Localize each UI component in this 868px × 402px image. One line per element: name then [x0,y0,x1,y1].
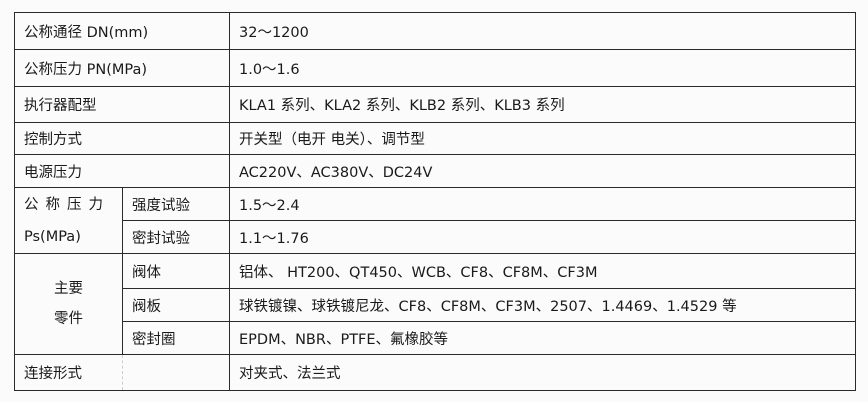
parts-label-line1: 主要 [54,281,83,297]
sub-label: 强度试验 [122,187,230,221]
row-label: 公称压力 PN(MPa) [14,49,230,87]
row-value: 1.0～1.6 [229,49,856,87]
row-label: 连接形式 [14,354,123,391]
row-value: 开关型（电开 电关）、调节型 [229,122,856,155]
row-value: 球铁镀镍、球铁镀尼龙、CF8、CF8M、CF3M、2507、1.4469、1.4… [229,288,856,322]
table-row: 公称压力 Ps(MPa) 强度试验 1.5～2.4 [14,187,856,254]
row-label: 电源压力 [14,154,230,188]
sub-label: 阀体 [122,253,230,289]
sub-label: 阀板 [122,288,230,322]
table-row: 控制方式 开关型（电开 电关）、调节型 [14,122,856,155]
sub-label: 密封试验 [122,220,230,254]
row-value: 1.5～2.4 [229,187,856,221]
row-value: KLA1 系列、KLA2 系列、KLB2 系列、KLB3 系列 [229,86,856,123]
row-value: 1.1～1.76 [229,220,856,254]
row-value: 铝体、 HT200、QT450、WCB、CF8、CF8M、CF3M [229,253,856,289]
row-value: EPDM、NBR、PTFE、氟橡胶等 [229,321,856,355]
empty-cell [122,354,230,391]
table-row: 主要 零件 阀体 铝体、 HT200、QT450、WCB、CF8、CF8M、CF… [14,253,856,355]
row-value: AC220V、AC380V、DC24V [229,154,856,188]
sub-label: 密封圈 [122,321,230,355]
row-label: 公称通径 DN(mm) [14,12,230,50]
parts-label-line2: 零件 [54,311,83,327]
parts-group-label: 主要 零件 [14,253,123,355]
ps-label-line1: 公称压力 [24,196,110,213]
table-row: 密封圈 EPDM、NBR、PTFE、氟橡胶等 [15,321,856,355]
table-row: 公称压力 PN(MPa) 1.0～1.6 [14,49,856,87]
ps-label-line2: Ps(MPa) [24,228,81,245]
row-value: 32～1200 [229,12,856,50]
row-label: 控制方式 [14,122,230,155]
ps-group-label: 公称压力 Ps(MPa) [14,187,123,254]
row-label: 执行器配型 [14,86,230,123]
row-value: 对夹式、法兰式 [229,354,856,391]
table-row: 阀板 球铁镀镍、球铁镀尼龙、CF8、CF8M、CF3M、2507、1.4469、… [15,288,856,322]
table-row: 执行器配型 KLA1 系列、KLA2 系列、KLB2 系列、KLB3 系列 [14,86,856,123]
table-row: 连接形式 对夹式、法兰式 [14,354,856,391]
table-row: 密封试验 1.1～1.76 [15,220,856,254]
table-row: 电源压力 AC220V、AC380V、DC24V [14,154,856,188]
spec-table: 公称通径 DN(mm) 32～1200 公称压力 PN(MPa) 1.0～1.6… [14,12,856,391]
table-row: 公称通径 DN(mm) 32～1200 [14,12,856,50]
